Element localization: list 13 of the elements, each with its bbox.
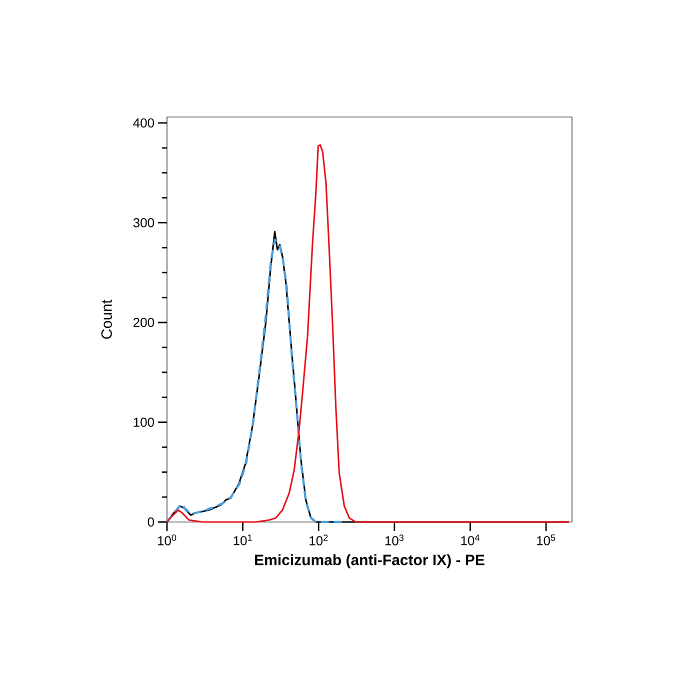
y-tick-label: 300: [133, 218, 154, 228]
x-tick-label: 10$^{5}$: [537, 534, 556, 546]
y-tick-label: 100: [134, 418, 154, 427]
x-tick-label: 10$^{1}$: [234, 534, 252, 546]
x-axis-title: Emicizumab (anti-Factor IX) - PE: [255, 554, 484, 568]
y-tick-label: 200: [134, 318, 154, 328]
y-tick-label: 400: [133, 118, 154, 128]
x-tick-label: 10$^{0}$: [158, 534, 176, 546]
y-axis-title: Count: [101, 300, 112, 339]
x-tick-label: 10$^{2}$: [310, 534, 328, 546]
x-tick-label: 10$^{3}$: [385, 534, 404, 546]
x-tick-label: 10$^{4}$: [461, 534, 480, 546]
y-tick-label: 0: [148, 517, 154, 527]
